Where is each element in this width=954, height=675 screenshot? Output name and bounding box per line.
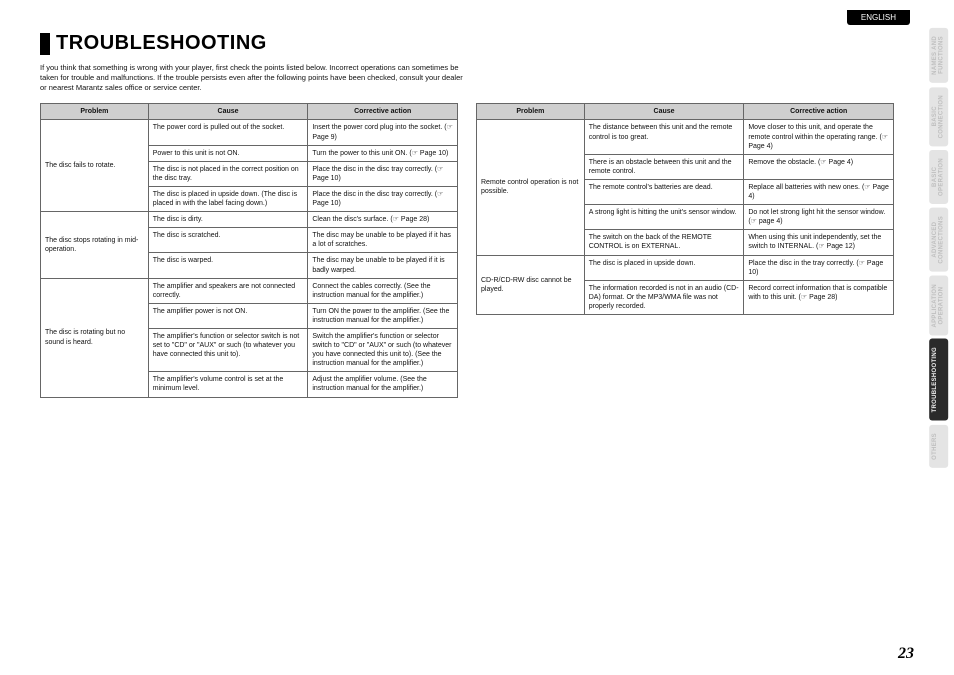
cell-action: Turn the power to this unit ON. (☞ Page … [308,145,458,161]
cell-action: The disc may be unable to be played if i… [308,253,458,278]
cell-cause: Power to this unit is not ON. [148,145,308,161]
side-tab[interactable]: ADVANCED CONNECTIONS [929,208,948,272]
th-action: Corrective action [744,104,894,120]
cell-problem: The disc stops rotating in mid-operation… [41,212,149,278]
page-title: TROUBLESHOOTING [40,32,910,55]
cell-action: Insert the power cord plug into the sock… [308,120,458,145]
cell-problem: Remote control operation is not possible… [477,120,585,255]
cell-cause: A strong light is hitting the unit's sen… [584,205,744,230]
cell-cause: The disc is warped. [148,253,308,278]
cell-action: Place the disc in the disc tray correctl… [308,186,458,211]
cell-cause: The disc is not placed in the correct po… [148,161,308,186]
cell-action: Adjust the amplifier volume. (See the in… [308,372,458,397]
page-number: 23 [898,645,914,663]
cell-cause: The disc is placed in upside down. [584,255,744,280]
side-tab[interactable]: TROUBLESHOOTING [929,339,948,421]
cell-action: Replace all batteries with new ones. (☞ … [744,179,894,204]
cell-action: Move closer to this unit, and operate th… [744,120,894,154]
cell-action: Place the disc in the tray correctly. (☞… [744,255,894,280]
cell-cause: The amplifier power is not ON. [148,303,308,328]
th-cause: Cause [148,104,308,120]
th-cause: Cause [584,104,744,120]
cell-cause: The disc is dirty. [148,212,308,228]
cell-action: Turn ON the power to the amplifier. (See… [308,303,458,328]
cell-action: Switch the amplifier's function or selec… [308,328,458,371]
cell-cause: The disc is placed in upside down. (The … [148,186,308,211]
side-tab[interactable]: NAMES AND FUNCTIONS [929,28,948,83]
title-text: TROUBLESHOOTING [56,32,267,55]
intro-paragraph: If you think that something is wrong wit… [40,63,470,93]
side-tab[interactable]: BASIC OPERATION [929,150,948,204]
table-row: The disc fails to rotate. The power cord… [41,120,458,145]
table-row: The disc is rotating but no sound is hea… [41,278,458,303]
cell-problem: The disc fails to rotate. [41,120,149,212]
side-tab[interactable]: OTHERS [929,425,948,468]
cell-cause: The information recorded is not in an au… [584,280,744,314]
th-problem: Problem [477,104,585,120]
cell-action: Connect the cables correctly. (See the i… [308,278,458,303]
side-tab[interactable]: BASIC CONNECTION [929,87,948,146]
cell-problem: The disc is rotating but no sound is hea… [41,278,149,397]
cell-cause: The remote control's batteries are dead. [584,179,744,204]
cell-cause: There is an obstacle between this unit a… [584,154,744,179]
title-accent-bar [40,33,50,55]
cell-action: When using this unit independently, set … [744,230,894,255]
th-problem: Problem [41,104,149,120]
cell-cause: The amplifier's volume control is set at… [148,372,308,397]
cell-action: The disc may be unable to be played if i… [308,228,458,253]
cell-cause: The distance between this unit and the r… [584,120,744,154]
table-row: CD-R/CD-RW disc cannot be played. The di… [477,255,894,280]
language-tab: ENGLISH [847,10,910,25]
th-action: Corrective action [308,104,458,120]
side-tab[interactable]: APPLICATION OPERATION [929,276,948,336]
troubleshooting-table-left: Problem Cause Corrective action The disc… [40,103,458,397]
cell-problem: CD-R/CD-RW disc cannot be played. [477,255,585,314]
cell-action: Clean the disc's surface. (☞ Page 28) [308,212,458,228]
cell-action: Do not let strong light hit the sensor w… [744,205,894,230]
cell-action: Remove the obstacle. (☞ Page 4) [744,154,894,179]
side-navigation-tabs: NAMES AND FUNCTIONS BASIC CONNECTION BASIC… [929,28,948,468]
cell-cause: The amplifier's function or selector swi… [148,328,308,371]
cell-cause: The switch on the back of the REMOTE CON… [584,230,744,255]
cell-action: Record correct information that is compa… [744,280,894,314]
cell-cause: The amplifier and speakers are not conne… [148,278,308,303]
cell-action: Place the disc in the disc tray correctl… [308,161,458,186]
cell-cause: The disc is scratched. [148,228,308,253]
troubleshooting-table-right: Problem Cause Corrective action Remote c… [476,103,894,315]
cell-cause: The power cord is pulled out of the sock… [148,120,308,145]
table-row: The disc stops rotating in mid-operation… [41,212,458,228]
table-row: Remote control operation is not possible… [477,120,894,154]
